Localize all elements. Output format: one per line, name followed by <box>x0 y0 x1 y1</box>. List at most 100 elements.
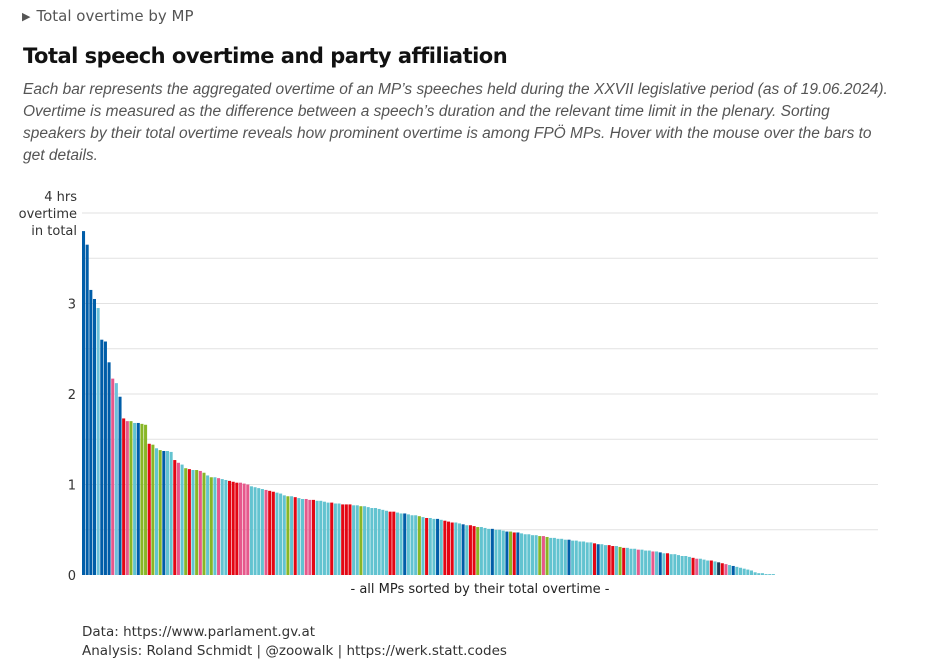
mp-overtime-bar[interactable] <box>739 567 743 575</box>
mp-overtime-bar[interactable] <box>133 422 137 575</box>
mp-overtime-bar[interactable] <box>344 504 348 575</box>
mp-overtime-bar[interactable] <box>381 509 385 575</box>
mp-overtime-bar[interactable] <box>195 470 199 575</box>
mp-overtime-bar[interactable] <box>633 548 637 575</box>
mp-overtime-bar[interactable] <box>260 489 264 575</box>
mp-overtime-bar[interactable] <box>352 505 356 575</box>
mp-overtime-bar[interactable] <box>746 569 750 575</box>
mp-overtime-bar[interactable] <box>414 515 418 575</box>
mp-overtime-bar[interactable] <box>257 488 261 575</box>
mp-overtime-bar[interactable] <box>162 451 166 575</box>
mp-overtime-bar[interactable] <box>311 499 315 575</box>
mp-overtime-bar[interactable] <box>319 500 323 575</box>
mp-overtime-bar[interactable] <box>465 525 469 575</box>
mp-overtime-bar[interactable] <box>184 468 188 575</box>
mp-overtime-bar[interactable] <box>447 521 451 575</box>
mp-overtime-bar[interactable] <box>209 477 213 575</box>
mp-overtime-bar[interactable] <box>315 500 319 575</box>
mp-overtime-bar[interactable] <box>290 496 294 575</box>
mp-overtime-bar[interactable] <box>191 470 195 575</box>
mp-overtime-bar[interactable] <box>757 573 761 575</box>
mp-overtime-bar[interactable] <box>187 469 191 575</box>
mp-overtime-bar[interactable] <box>436 518 440 575</box>
mp-overtime-bar[interactable] <box>614 546 618 575</box>
mp-overtime-bar[interactable] <box>155 448 159 575</box>
mp-overtime-bar[interactable] <box>242 483 246 575</box>
mp-overtime-bar[interactable] <box>388 511 392 575</box>
mp-overtime-bar[interactable] <box>676 555 680 575</box>
mp-overtime-bar[interactable] <box>589 542 593 575</box>
mp-overtime-bar[interactable] <box>417 516 421 575</box>
mp-overtime-bar[interactable] <box>173 460 177 575</box>
mp-overtime-bar[interactable] <box>96 308 100 575</box>
mp-overtime-bar[interactable] <box>275 492 279 575</box>
mp-overtime-bar[interactable] <box>490 528 494 575</box>
mp-overtime-bar[interactable] <box>735 566 739 575</box>
mp-overtime-bar[interactable] <box>520 533 524 575</box>
mp-overtime-bar[interactable] <box>549 537 553 575</box>
mp-overtime-bar[interactable] <box>202 472 206 575</box>
mp-overtime-bar[interactable] <box>355 505 359 575</box>
mp-overtime-bar[interactable] <box>118 396 122 575</box>
mp-overtime-bar[interactable] <box>709 560 713 575</box>
mp-overtime-bar[interactable] <box>724 564 728 575</box>
mp-overtime-bar[interactable] <box>618 546 622 575</box>
mp-overtime-bar[interactable] <box>717 562 721 575</box>
mp-overtime-bar[interactable] <box>100 339 104 575</box>
mp-overtime-bar[interactable] <box>545 536 549 575</box>
mp-overtime-bar[interactable] <box>644 550 648 575</box>
mp-overtime-bar[interactable] <box>439 519 443 575</box>
mp-overtime-bar[interactable] <box>286 496 290 575</box>
mp-overtime-bar[interactable] <box>505 531 509 575</box>
mp-overtime-bar[interactable] <box>611 546 615 575</box>
mp-overtime-bar[interactable] <box>684 556 688 575</box>
mp-overtime-bar[interactable] <box>198 470 202 575</box>
mp-overtime-bar[interactable] <box>377 508 381 575</box>
mp-overtime-bar[interactable] <box>472 526 476 575</box>
mp-overtime-bar[interactable] <box>111 378 115 575</box>
mp-overtime-bar[interactable] <box>483 527 487 575</box>
mp-overtime-bar[interactable] <box>687 556 691 575</box>
mp-overtime-bar[interactable] <box>279 493 283 575</box>
mp-overtime-bar[interactable] <box>728 565 732 575</box>
mp-overtime-bar[interactable] <box>282 495 286 575</box>
mp-overtime-bar[interactable] <box>410 515 414 575</box>
mp-overtime-bar[interactable] <box>253 487 257 575</box>
details-summary-toggle[interactable]: ▶ Total overtime by MP <box>22 7 194 25</box>
mp-overtime-bar[interactable] <box>370 508 374 575</box>
mp-overtime-bar[interactable] <box>593 543 597 575</box>
mp-overtime-bar[interactable] <box>304 498 308 575</box>
mp-overtime-bar[interactable] <box>582 541 586 575</box>
mp-overtime-bar[interactable] <box>501 530 505 575</box>
mp-overtime-bar[interactable] <box>341 504 345 575</box>
mp-overtime-bar[interactable] <box>443 520 447 575</box>
mp-overtime-bar[interactable] <box>122 418 126 575</box>
mp-overtime-bar[interactable] <box>647 550 651 575</box>
mp-overtime-bar[interactable] <box>556 538 560 575</box>
mp-overtime-bar[interactable] <box>720 563 724 575</box>
mp-overtime-bar[interactable] <box>348 504 352 575</box>
mp-overtime-bar[interactable] <box>264 489 268 575</box>
mp-overtime-bar[interactable] <box>395 512 399 575</box>
mp-overtime-bar[interactable] <box>231 481 235 575</box>
mp-overtime-bar[interactable] <box>655 551 659 575</box>
mp-overtime-bar[interactable] <box>461 524 465 575</box>
mp-overtime-bar[interactable] <box>662 553 666 575</box>
mp-overtime-bar[interactable] <box>425 517 429 575</box>
mp-overtime-bar[interactable] <box>516 532 520 575</box>
mp-overtime-bar[interactable] <box>421 517 425 575</box>
mp-overtime-bar[interactable] <box>658 552 662 576</box>
mp-overtime-bar[interactable] <box>600 544 604 575</box>
mp-overtime-bar[interactable] <box>622 547 626 575</box>
mp-overtime-bar[interactable] <box>669 554 673 575</box>
mp-overtime-bar[interactable] <box>494 529 498 575</box>
mp-overtime-bar[interactable] <box>691 557 695 575</box>
mp-overtime-bar[interactable] <box>359 506 363 575</box>
mp-overtime-bar[interactable] <box>224 479 228 575</box>
mp-overtime-bar[interactable] <box>330 502 334 575</box>
mp-overtime-bar[interactable] <box>760 573 764 575</box>
mp-overtime-bar[interactable] <box>731 565 735 575</box>
mp-overtime-bar[interactable] <box>578 541 582 575</box>
mp-overtime-bar[interactable] <box>107 362 111 575</box>
mp-overtime-bar[interactable] <box>406 514 410 575</box>
